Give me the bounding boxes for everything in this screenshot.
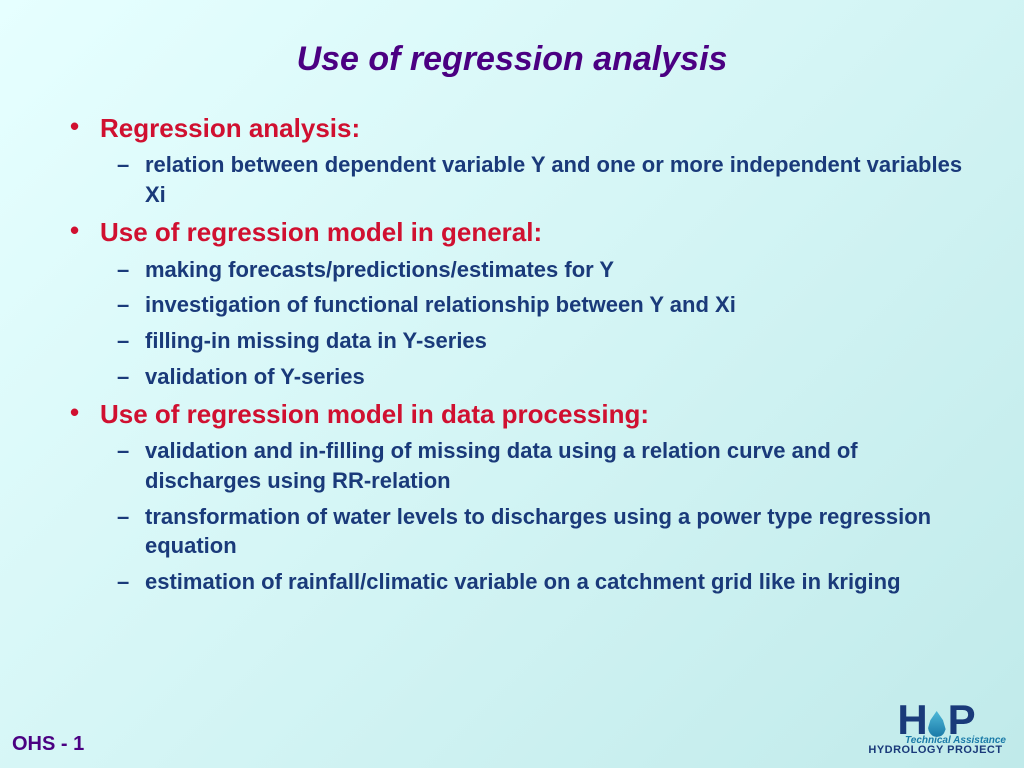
sub-list: making forecasts/predictions/estimates f…: [100, 255, 964, 392]
sub-item: relation between dependent variable Y an…: [145, 150, 964, 209]
logo-text: HYDROLOGY PROJECT: [865, 744, 1006, 756]
sub-list: relation between dependent variable Y an…: [100, 150, 964, 209]
sub-item: making forecasts/predictions/estimates f…: [145, 255, 964, 285]
water-drop-icon: [928, 711, 946, 737]
sub-item: validation of Y-series: [145, 362, 964, 392]
slide-title: Use of regression analysis: [60, 40, 964, 79]
bullet-heading: Regression analysis:: [100, 111, 964, 146]
slide: Use of regression analysis Regression an…: [0, 0, 1024, 768]
bullet-item: Use of regression model in general: maki…: [100, 215, 964, 391]
sub-item: transformation of water levels to discha…: [145, 502, 964, 561]
slide-number: OHS - 1: [12, 733, 84, 756]
sub-item: investigation of functional relationship…: [145, 290, 964, 320]
bullet-item: Regression analysis: relation between de…: [100, 111, 964, 209]
bullet-list: Regression analysis: relation between de…: [60, 111, 964, 597]
sub-list: validation and in-filling of missing dat…: [100, 436, 964, 596]
logo: H P Technical Assistance HYDROLOGY PROJE…: [865, 699, 1006, 756]
sub-item: validation and in-filling of missing dat…: [145, 436, 964, 495]
bullet-item: Use of regression model in data processi…: [100, 397, 964, 597]
bullet-heading: Use of regression model in data processi…: [100, 397, 964, 432]
sub-item: filling-in missing data in Y-series: [145, 326, 964, 356]
bullet-heading: Use of regression model in general:: [100, 215, 964, 250]
sub-item: estimation of rainfall/climatic variable…: [145, 567, 964, 597]
